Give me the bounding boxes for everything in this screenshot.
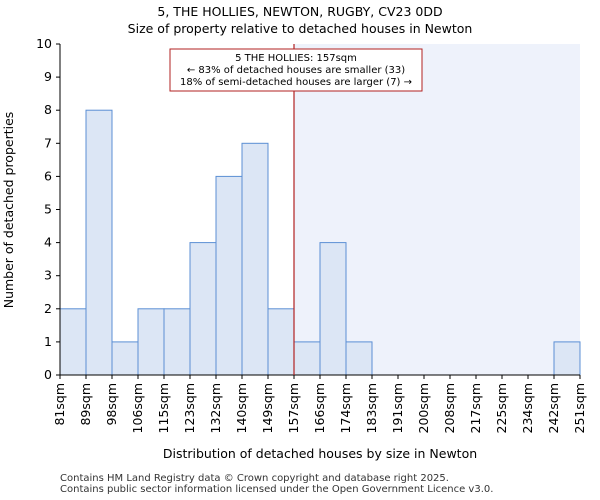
- y-tick-label: 0: [44, 367, 52, 382]
- y-tick-label: 1: [44, 334, 52, 349]
- chart-title: 5, THE HOLLIES, NEWTON, RUGBY, CV23 0DD: [157, 4, 443, 19]
- x-tick-label: 149sqm: [260, 383, 275, 433]
- annotation-box: [169, 48, 423, 92]
- annotation-line-1: 5 THE HOLLIES: 157sqm: [235, 53, 357, 64]
- bar-174sqm: [345, 341, 373, 376]
- bar-132sqm: [215, 175, 243, 376]
- x-tick-label: 89sqm: [78, 383, 93, 426]
- x-tick-label: 115sqm: [156, 383, 171, 433]
- y-tick-label: 7: [44, 135, 52, 150]
- x-tick-label: 106sqm: [130, 383, 145, 433]
- bar-123sqm: [189, 242, 217, 376]
- bar-157sqm: [293, 341, 321, 376]
- bar-81sqm: [59, 308, 87, 376]
- bar-166sqm: [319, 242, 347, 376]
- x-tick-label: 200sqm: [416, 383, 431, 433]
- chart-subtitle: Size of property relative to detached ho…: [127, 21, 473, 36]
- x-tick-label: 81sqm: [52, 383, 67, 426]
- bar-115sqm: [163, 308, 191, 376]
- y-tick-label: 6: [44, 168, 52, 183]
- y-tick-label: 9: [44, 69, 52, 84]
- y-tick-label: 8: [44, 102, 52, 117]
- x-tick-label: 140sqm: [234, 383, 249, 433]
- annotation-line-3: 18% of semi-detached houses are larger (…: [180, 77, 412, 88]
- bar-140sqm: [241, 142, 269, 376]
- bar-149sqm: [267, 308, 295, 376]
- bar-242sqm: [553, 341, 581, 376]
- bar-89sqm: [85, 109, 113, 376]
- y-tick-label: 10: [36, 36, 52, 51]
- x-tick-label: 183sqm: [364, 383, 379, 433]
- x-tick-label: 132sqm: [208, 383, 223, 433]
- footer-licence: Contains public sector information licen…: [60, 484, 494, 495]
- y-tick-label: 3: [44, 268, 52, 283]
- x-tick-label: 208sqm: [442, 383, 457, 433]
- x-tick-label: 217sqm: [468, 383, 483, 433]
- x-tick-label: 191sqm: [390, 383, 405, 433]
- x-tick-label: 157sqm: [286, 383, 301, 433]
- y-tick-label: 4: [44, 235, 52, 250]
- annotation-line-2: ← 83% of detached houses are smaller (33…: [187, 65, 405, 76]
- y-tick-label: 5: [44, 202, 52, 217]
- x-tick-label: 251sqm: [572, 383, 587, 433]
- bar-98sqm: [111, 341, 139, 376]
- x-tick-label: 242sqm: [546, 383, 561, 433]
- y-axis-label: Number of detached properties: [1, 112, 16, 309]
- x-tick-label: 225sqm: [494, 383, 509, 433]
- x-tick-label: 166sqm: [312, 383, 327, 433]
- y-tick-label: 2: [44, 301, 52, 316]
- x-tick-label: 98sqm: [104, 383, 119, 426]
- x-axis-label: Distribution of detached houses by size …: [163, 446, 477, 461]
- x-tick-label: 123sqm: [182, 383, 197, 433]
- bar-106sqm: [137, 308, 165, 376]
- x-tick-label: 234sqm: [520, 383, 535, 433]
- footer-copyright: Contains HM Land Registry data © Crown c…: [60, 473, 449, 484]
- x-tick-label: 174sqm: [338, 383, 353, 433]
